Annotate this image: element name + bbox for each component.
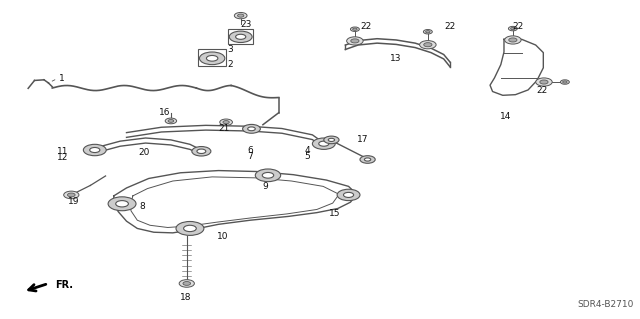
Circle shape xyxy=(67,193,75,197)
Text: 3: 3 xyxy=(227,45,233,54)
Text: 6: 6 xyxy=(247,145,253,154)
Circle shape xyxy=(426,31,430,33)
Text: 17: 17 xyxy=(356,135,368,145)
Circle shape xyxy=(312,138,335,149)
Circle shape xyxy=(168,120,174,122)
Text: 22: 22 xyxy=(360,22,371,31)
Circle shape xyxy=(183,282,191,286)
Circle shape xyxy=(197,149,206,153)
Circle shape xyxy=(229,31,252,42)
Circle shape xyxy=(337,189,360,201)
Circle shape xyxy=(236,34,246,39)
Text: 22: 22 xyxy=(512,22,524,31)
Circle shape xyxy=(262,173,274,178)
Circle shape xyxy=(248,127,255,131)
Circle shape xyxy=(536,78,552,86)
Circle shape xyxy=(344,192,354,197)
Text: 15: 15 xyxy=(329,209,340,218)
Circle shape xyxy=(255,169,281,182)
Circle shape xyxy=(424,43,432,47)
Text: 8: 8 xyxy=(140,202,145,211)
Text: 21: 21 xyxy=(218,124,229,133)
Circle shape xyxy=(176,221,204,235)
Circle shape xyxy=(165,118,177,124)
Circle shape xyxy=(360,156,375,163)
Circle shape xyxy=(324,136,339,144)
Text: 16: 16 xyxy=(159,108,170,117)
Circle shape xyxy=(351,27,359,32)
Circle shape xyxy=(116,201,129,207)
Circle shape xyxy=(192,146,211,156)
Text: 22: 22 xyxy=(536,86,548,95)
Text: 4: 4 xyxy=(305,145,310,154)
Text: 22: 22 xyxy=(444,22,456,31)
Circle shape xyxy=(200,52,225,65)
Circle shape xyxy=(179,280,195,287)
Text: 18: 18 xyxy=(180,293,191,301)
Circle shape xyxy=(220,119,232,125)
Text: 13: 13 xyxy=(390,54,402,63)
Circle shape xyxy=(508,26,517,31)
Text: 1: 1 xyxy=(59,74,65,83)
Text: SDR4-B2710: SDR4-B2710 xyxy=(578,300,634,309)
Text: 9: 9 xyxy=(262,182,268,191)
Circle shape xyxy=(207,56,218,61)
Text: 23: 23 xyxy=(240,20,252,29)
Text: 12: 12 xyxy=(58,153,68,162)
Circle shape xyxy=(420,41,436,49)
Circle shape xyxy=(347,37,363,45)
Circle shape xyxy=(509,38,517,42)
Circle shape xyxy=(540,80,548,84)
Circle shape xyxy=(223,121,229,124)
Circle shape xyxy=(64,191,79,199)
Text: FR.: FR. xyxy=(55,280,73,290)
Circle shape xyxy=(351,39,359,43)
Circle shape xyxy=(243,124,260,133)
Text: 5: 5 xyxy=(305,152,310,161)
Circle shape xyxy=(364,158,371,161)
Text: 19: 19 xyxy=(68,197,79,206)
Circle shape xyxy=(511,27,515,30)
Circle shape xyxy=(319,141,329,146)
Circle shape xyxy=(561,80,570,84)
Circle shape xyxy=(237,14,244,17)
Circle shape xyxy=(83,144,106,156)
Text: 10: 10 xyxy=(217,233,228,241)
Circle shape xyxy=(108,197,136,211)
Circle shape xyxy=(424,30,432,34)
Text: 11: 11 xyxy=(58,147,69,156)
Text: 14: 14 xyxy=(500,112,511,121)
Text: 2: 2 xyxy=(227,60,233,69)
Circle shape xyxy=(353,28,357,30)
Text: 20: 20 xyxy=(138,148,149,157)
Circle shape xyxy=(504,36,521,44)
Circle shape xyxy=(563,81,567,83)
Circle shape xyxy=(234,12,247,19)
Circle shape xyxy=(90,147,100,152)
Circle shape xyxy=(328,138,335,141)
Circle shape xyxy=(184,225,196,232)
Text: 7: 7 xyxy=(247,152,253,161)
